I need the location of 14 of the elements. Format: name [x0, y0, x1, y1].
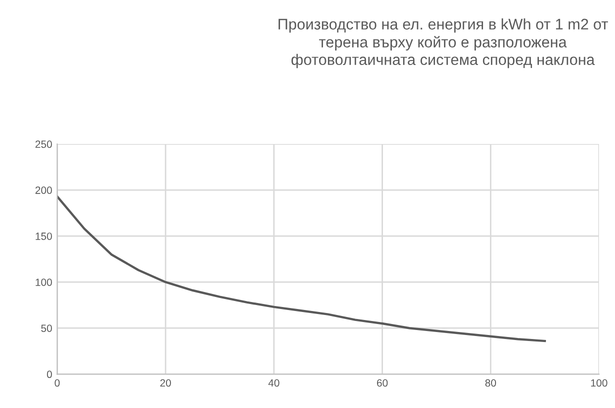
x-tick-label: 20	[160, 379, 171, 387]
y-tick-label: 100	[36, 278, 52, 286]
x-tick-label: 0	[54, 379, 60, 387]
chart-title: Производство на ел. енергия в kWh от 1 m2 от терена върху който е разположена фотоволтаичната система според наклона	[278, 18, 608, 68]
y-tick-label: 250	[35, 140, 52, 148]
x-tick-label: 100	[591, 379, 608, 387]
y-tick-label: 200	[35, 186, 52, 194]
y-tick-label: 0	[46, 370, 52, 378]
x-tick-label: 40	[268, 379, 280, 387]
y-tick-label: 50	[41, 324, 52, 332]
y-tick-label: 150	[36, 232, 52, 240]
x-tick-label: 60	[377, 379, 388, 387]
line-series	[57, 195, 546, 342]
x-tick-label: 80	[485, 379, 496, 387]
